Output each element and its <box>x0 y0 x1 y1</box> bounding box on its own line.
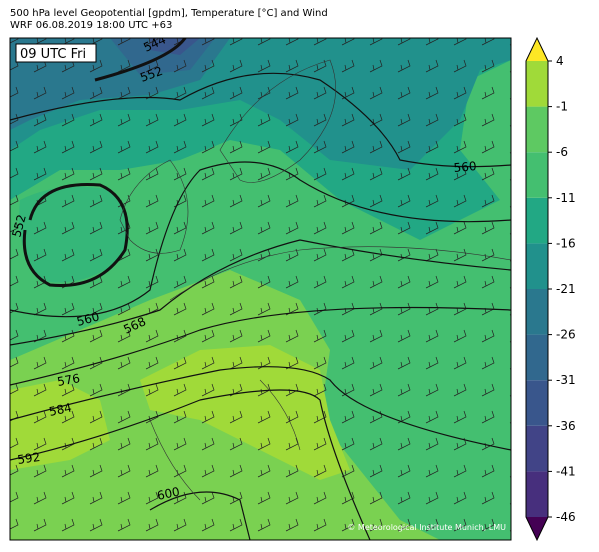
colorbar-tick-label: 4 <box>556 54 564 68</box>
contour-line <box>94 38 187 82</box>
colorbar-extend <box>526 517 548 540</box>
contour-line <box>10 306 511 386</box>
contour-label: 592 <box>16 450 41 467</box>
coastline <box>149 246 511 501</box>
colorbar-tick-label: -1 <box>556 100 568 114</box>
colorbar-band <box>526 106 548 153</box>
contour-label: 584 <box>48 400 73 418</box>
map-frame <box>9 37 512 541</box>
contour-label: 552 <box>9 213 28 239</box>
colorbar-tick-label: -46 <box>556 510 576 524</box>
contour-label: 560 <box>75 309 101 328</box>
coastline <box>119 159 189 254</box>
colorbar-band <box>526 425 548 472</box>
contour-line <box>10 72 511 168</box>
contour-line <box>149 491 251 540</box>
colorbar-tick-label: -41 <box>556 464 576 478</box>
colorbar-band <box>526 243 548 289</box>
colorbar-tick-label: -31 <box>556 373 576 387</box>
contour-line <box>10 161 511 318</box>
title-line: WRF 06.08.2019 18:00 UTC +63 <box>10 20 172 31</box>
colorbar-band <box>526 334 548 381</box>
map: 544 552 552 560 560 568 576 584 592 600 … <box>9 38 511 540</box>
contour-label: 560 <box>453 159 477 175</box>
colorbar-tick-label: -11 <box>556 191 576 205</box>
colorbar-band <box>526 61 548 107</box>
colorbar-band <box>526 197 548 244</box>
colorbar-band <box>526 471 548 517</box>
contour-label: 600 <box>156 484 181 502</box>
title-line: 500 hPa level Geopotential [gpdm], Tempe… <box>10 8 328 19</box>
colorbar-tick-label: -36 <box>556 419 576 433</box>
colorbar-tick-label: -21 <box>556 282 576 296</box>
colorbar-band <box>526 152 548 198</box>
colorbar-band <box>526 380 548 426</box>
wind-barbs <box>10 38 511 540</box>
colorbar-tick-label: -6 <box>556 145 568 159</box>
colorbar-band <box>526 289 548 335</box>
coastlines <box>119 59 511 501</box>
time-box <box>15 43 97 63</box>
colorbar-extend <box>526 38 548 61</box>
contour-line <box>10 366 511 451</box>
colorbar-tick-label: -16 <box>556 236 576 250</box>
contour-label: 576 <box>56 371 81 389</box>
copyright: © Meteorological Institute Munich, LMU <box>347 523 506 532</box>
contour-labels: 544 552 552 560 560 568 576 584 592 600 <box>9 38 477 503</box>
contour-line <box>10 239 511 346</box>
coastline <box>219 59 337 183</box>
colorbar-tick-label: -26 <box>556 328 576 342</box>
time-label: 09 UTC Fri <box>20 47 86 62</box>
contour-line <box>22 182 129 288</box>
colorbar: -46 -41 -36 -31 -26 -21 -16 -11 -6 -1 4 <box>525 36 576 542</box>
